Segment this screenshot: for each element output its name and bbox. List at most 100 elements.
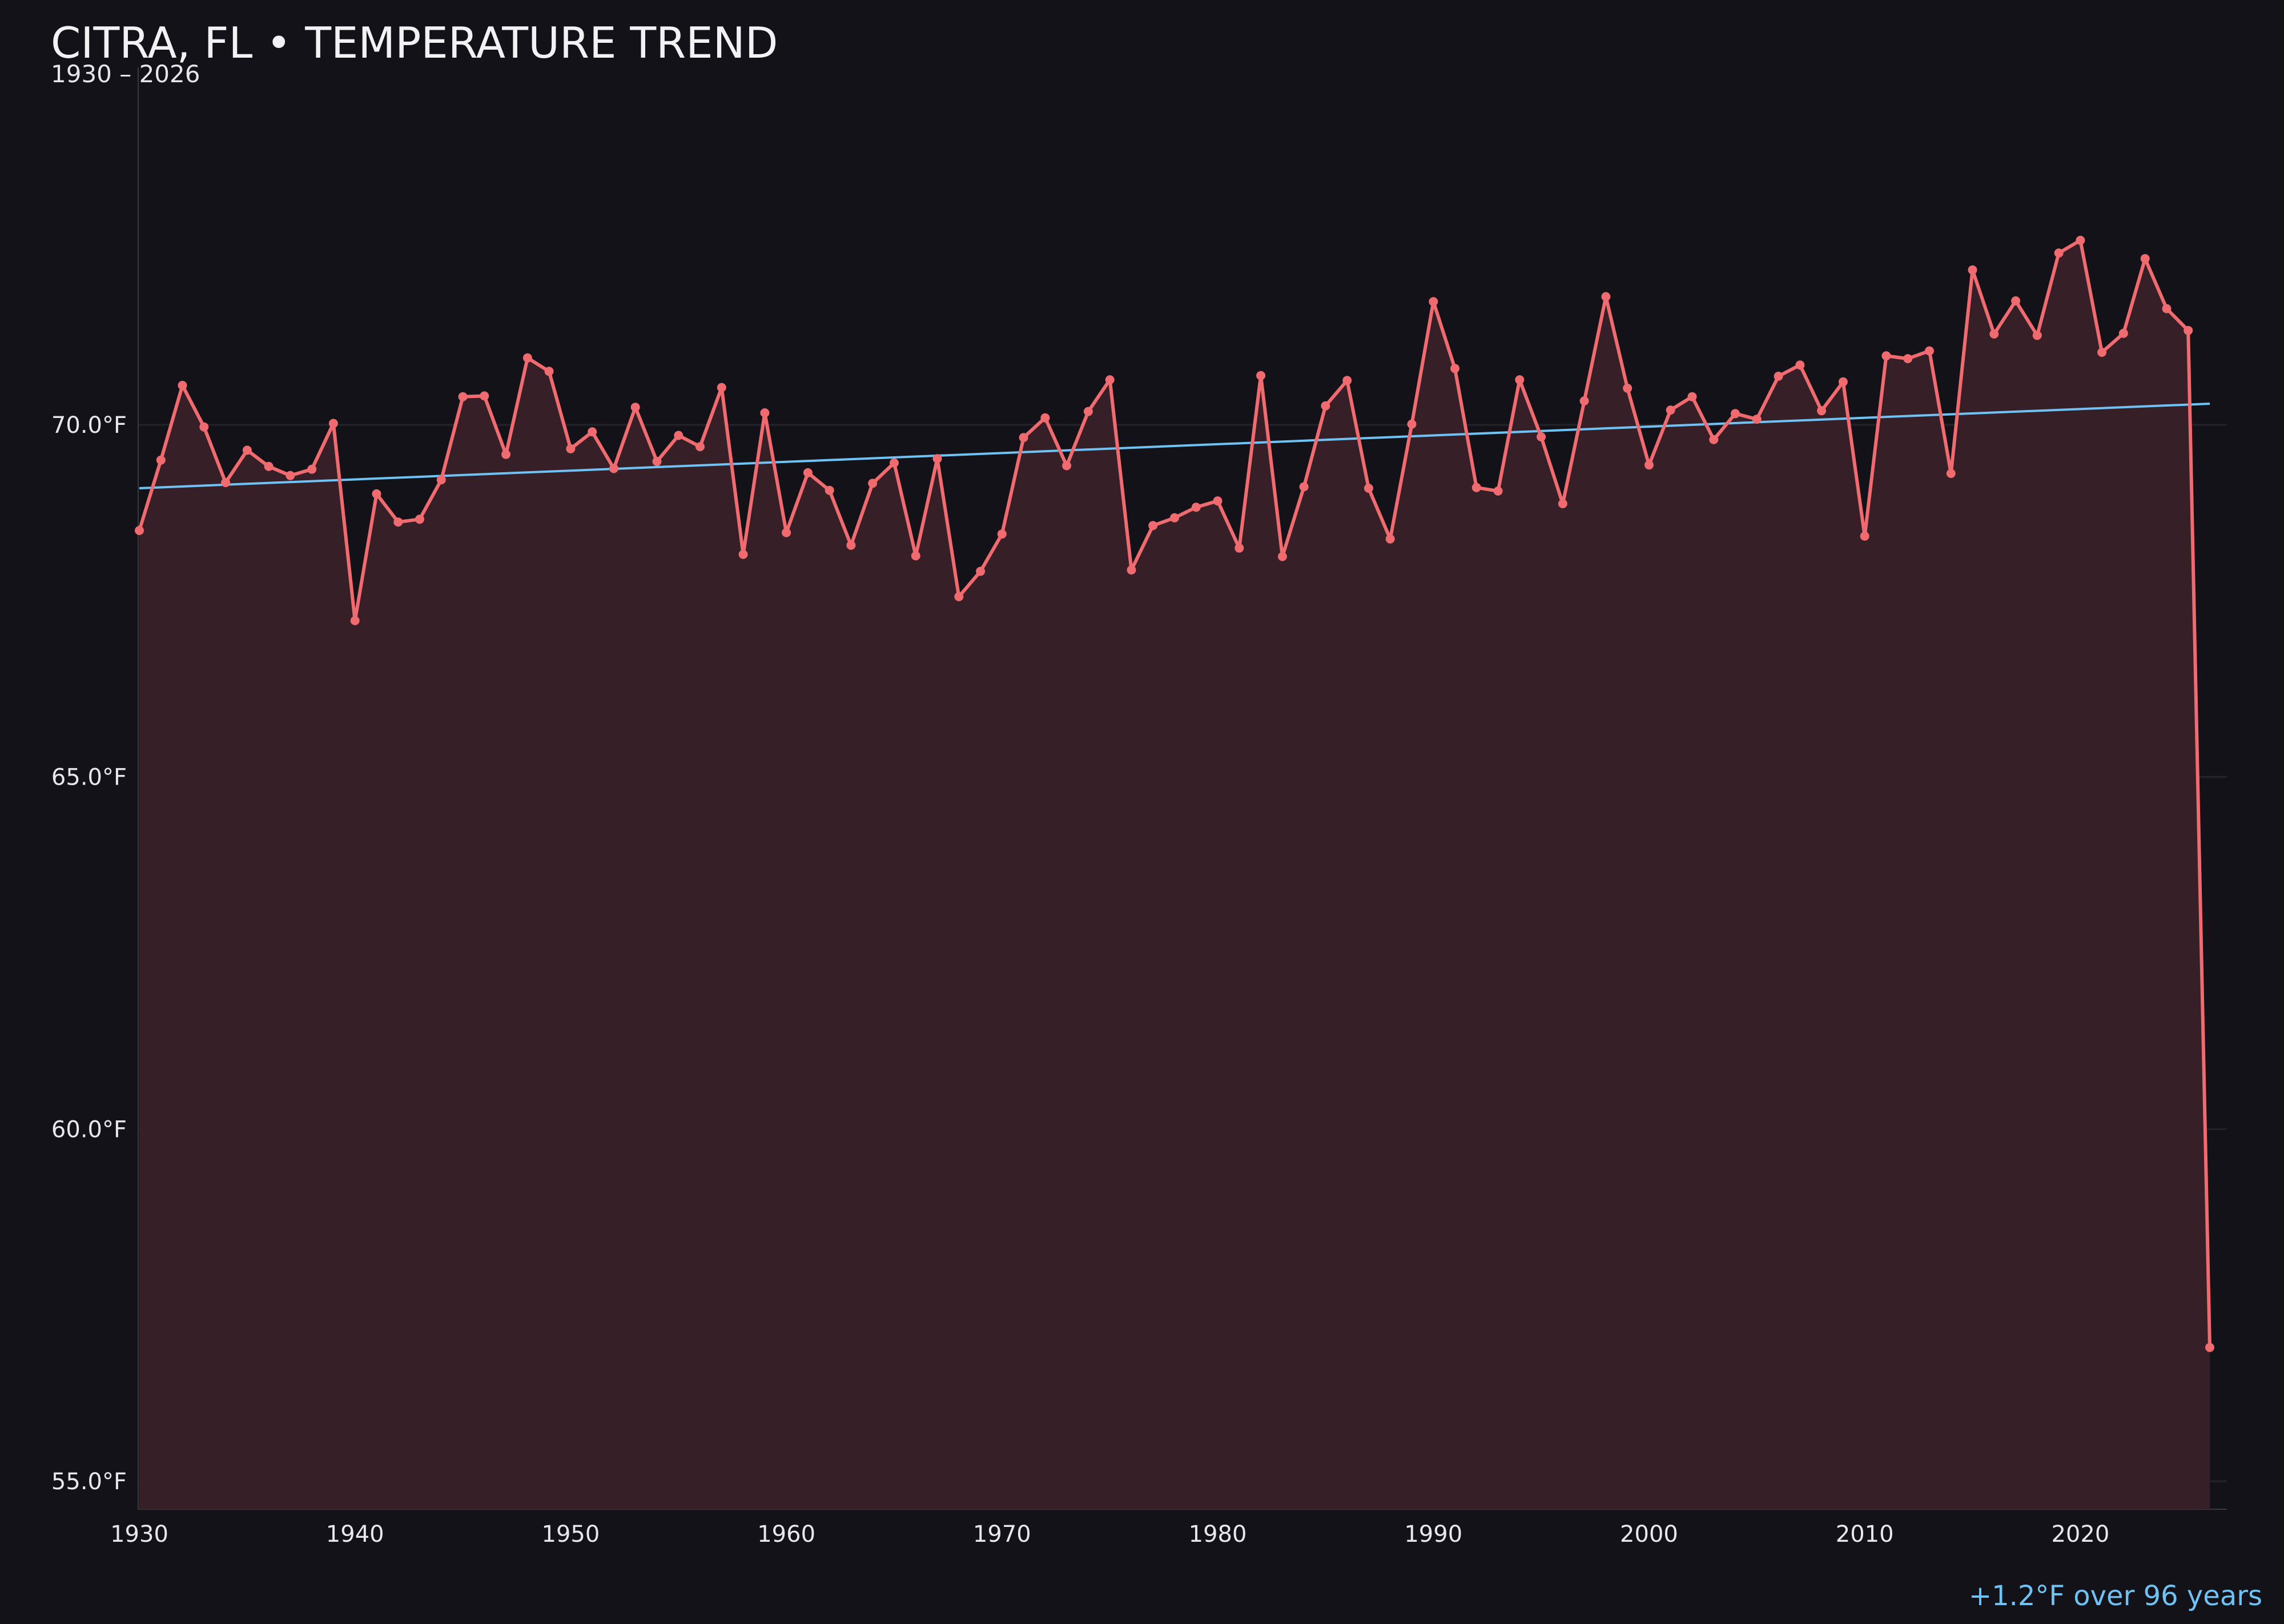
x-tick-label: 1940 — [326, 1521, 384, 1547]
data-point — [1687, 392, 1697, 401]
data-point — [1083, 407, 1093, 416]
data-point — [1256, 371, 1266, 380]
data-point — [1321, 401, 1330, 411]
data-point — [544, 367, 554, 376]
data-point — [1407, 419, 1417, 429]
y-tick-labels: 55.0°F 60.0°F 65.0°F 70.0°F — [51, 412, 127, 1495]
data-point — [1537, 432, 1546, 441]
data-point — [1235, 543, 1244, 553]
data-point — [2184, 325, 2193, 335]
data-point — [566, 444, 576, 453]
data-point — [1601, 292, 1611, 302]
data-point — [1731, 409, 1740, 419]
data-point — [1364, 484, 1373, 493]
data-point — [1752, 415, 1762, 424]
data-point — [954, 592, 964, 601]
data-point — [1903, 354, 1913, 364]
data-point — [717, 383, 726, 392]
area-layer — [139, 240, 2210, 1510]
data-point — [480, 391, 489, 401]
data-point — [1277, 552, 1287, 561]
x-tick-label: 1970 — [973, 1521, 1031, 1547]
data-point — [1558, 499, 1567, 509]
data-point — [1062, 461, 1072, 471]
data-point — [1666, 405, 1675, 415]
x-tick-label: 1930 — [110, 1521, 168, 1547]
data-point — [1342, 376, 1352, 385]
data-point — [522, 353, 532, 363]
data-point — [221, 478, 231, 488]
data-point — [890, 458, 899, 468]
data-point — [372, 489, 381, 499]
data-point — [803, 468, 813, 477]
y-tick-label: 60.0°F — [51, 1116, 127, 1143]
data-point — [1515, 375, 1525, 385]
x-tick-label: 2020 — [2051, 1521, 2109, 1547]
x-tick-labels: 1930 1940 1950 1960 1970 1980 1990 2000 2010 2020 — [110, 1521, 2109, 1547]
data-point — [2054, 248, 2064, 258]
data-point — [1925, 346, 1934, 356]
data-point — [1450, 364, 1459, 373]
data-point — [1774, 371, 1783, 381]
data-point — [1817, 406, 1827, 416]
data-point — [2140, 254, 2150, 263]
x-tick-label: 2000 — [1620, 1521, 1678, 1547]
data-point — [911, 551, 920, 561]
data-point — [976, 566, 986, 576]
temperature-area — [139, 240, 2210, 1510]
data-point — [825, 485, 834, 495]
data-point — [1838, 377, 1848, 387]
data-point — [630, 403, 640, 412]
data-point — [695, 442, 705, 452]
data-point — [1471, 483, 1481, 492]
data-point — [1148, 521, 1158, 530]
data-point — [2118, 328, 2128, 338]
data-point — [199, 422, 209, 432]
chart-title: CITRA, FL • TEMPERATURE TREND — [51, 18, 778, 68]
data-point — [1170, 513, 1179, 522]
data-point — [674, 431, 683, 440]
data-point — [1795, 360, 1805, 370]
data-point — [1860, 531, 1869, 541]
data-point — [1946, 469, 1956, 479]
data-point — [997, 529, 1007, 539]
data-point — [1299, 482, 1309, 492]
data-point — [242, 445, 252, 455]
data-point — [1623, 383, 1632, 393]
data-point — [2205, 1342, 2214, 1352]
trend-layer — [139, 403, 2210, 489]
trend-line — [139, 403, 2210, 489]
trend-annotation: +1.2°F over 96 years — [1968, 1580, 2262, 1612]
data-point — [2076, 235, 2085, 245]
x-tick-label: 1960 — [757, 1521, 815, 1547]
y-tick-label: 65.0°F — [51, 765, 127, 791]
data-point — [1644, 460, 1654, 470]
y-tick-label: 55.0°F — [51, 1469, 127, 1495]
data-point — [2011, 296, 2021, 305]
data-point — [1493, 486, 1503, 496]
data-point — [436, 475, 446, 485]
data-point — [415, 514, 424, 524]
data-point — [1968, 265, 1977, 275]
data-point — [1385, 534, 1395, 544]
x-tick-label: 2010 — [1836, 1521, 1894, 1547]
data-point — [458, 392, 468, 401]
data-point — [286, 471, 295, 480]
data-point — [1429, 297, 1438, 307]
data-point — [1019, 433, 1028, 443]
data-point — [760, 408, 770, 417]
data-point — [932, 454, 942, 464]
data-point — [652, 457, 662, 467]
data-point — [501, 449, 511, 459]
data-point — [1989, 329, 1999, 339]
data-point — [264, 461, 274, 471]
data-point — [1213, 496, 1223, 506]
data-point — [782, 528, 791, 537]
data-point — [2032, 331, 2042, 340]
data-point — [328, 419, 338, 428]
data-point — [1127, 565, 1136, 575]
data-point — [1709, 435, 1719, 444]
points-layer — [135, 235, 2214, 1352]
data-point — [350, 616, 360, 625]
